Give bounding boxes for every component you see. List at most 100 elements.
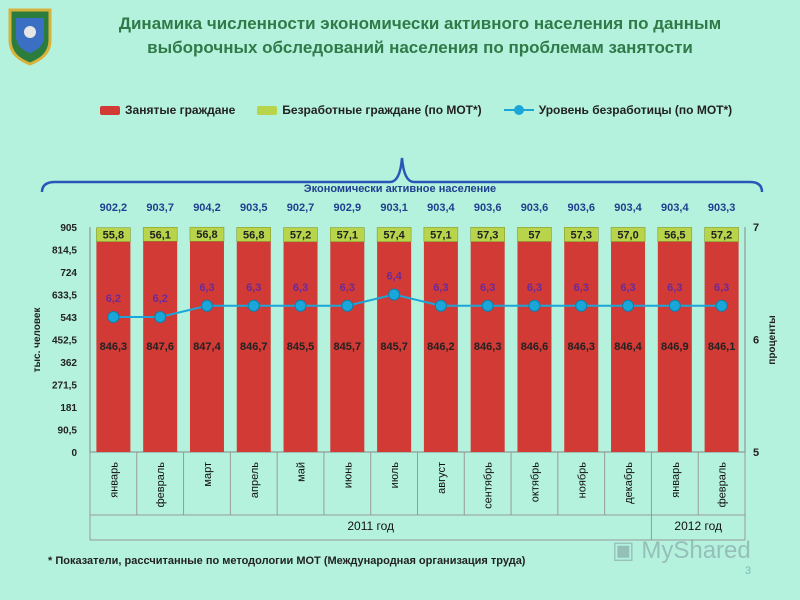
total-label: 904,2 <box>193 202 221 214</box>
bar-unemployed <box>189 226 225 242</box>
category-label: январь <box>670 462 682 498</box>
bar-employed <box>657 241 692 452</box>
brace-label: Экономически активное население <box>304 183 496 195</box>
legend: Занятые граждане Безработные граждане (п… <box>100 103 732 117</box>
employed-label: 846,4 <box>614 341 642 353</box>
rate-point <box>622 299 635 312</box>
employed-label: 845,5 <box>287 341 315 353</box>
category-label: январь <box>108 462 120 498</box>
rate-point <box>341 299 354 312</box>
rate-label: 6,3 <box>340 282 355 294</box>
y2-tick-label: 7 <box>753 222 759 234</box>
y-tick-label: 905 <box>60 223 77 234</box>
rate-point <box>200 299 213 312</box>
employed-label: 846,3 <box>100 341 128 353</box>
unemployed-label: 57 <box>528 229 540 241</box>
rate-label: 6,3 <box>527 282 542 294</box>
unemployed-label: 57,1 <box>430 229 451 241</box>
category-label: июль <box>389 462 401 489</box>
bar-employed <box>96 241 131 452</box>
category-label: август <box>436 462 448 494</box>
total-label: 903,4 <box>614 202 642 214</box>
bar-unemployed <box>704 227 739 242</box>
rate-point <box>154 311 167 323</box>
employed-label: 846,2 <box>427 341 455 353</box>
rate-label: 6,3 <box>246 282 261 294</box>
total-label: 903,6 <box>567 202 595 214</box>
category-label: февраль <box>717 462 729 508</box>
rate-label: 6,3 <box>433 282 448 294</box>
y-tick-label: 0 <box>71 448 77 459</box>
y-tick-label: 452,5 <box>52 336 77 347</box>
bar-unemployed <box>423 227 459 242</box>
bar-unemployed <box>610 227 646 242</box>
bar-unemployed <box>142 227 178 242</box>
rate-point <box>481 299 494 312</box>
employed-label: 846,6 <box>521 341 549 353</box>
employed-label: 845,7 <box>380 341 408 353</box>
bar-unemployed <box>330 227 365 242</box>
rate-label: 6,3 <box>480 282 495 294</box>
unemployed-label: 56,8 <box>243 229 264 241</box>
legend-label: Безработные граждане (по МОТ*) <box>282 103 482 117</box>
unemployed-label: 57,1 <box>337 230 358 242</box>
category-label: февраль <box>155 462 167 508</box>
total-label: 903,1 <box>380 202 408 214</box>
rate-label: 6,3 <box>293 282 308 294</box>
brace <box>40 157 764 193</box>
rate-point <box>715 299 728 312</box>
category-label: март <box>202 462 214 487</box>
unemployed-label: 57,4 <box>383 229 405 241</box>
legend-label: Уровень безработицы (по МОТ*) <box>538 103 733 117</box>
category-label: сентябрь <box>483 462 495 509</box>
category-label: июнь <box>342 462 354 488</box>
bar-unemployed <box>236 227 271 242</box>
rate-point <box>575 299 588 312</box>
year-group-label: 2012 год <box>674 519 722 533</box>
bar-employed <box>330 241 365 452</box>
page-title: Динамика численности экономически активн… <box>118 14 722 57</box>
rate-label: 6,2 <box>106 293 121 305</box>
rate-point <box>294 299 307 312</box>
total-label: 903,4 <box>661 202 689 214</box>
unemployed-label: 56,5 <box>664 229 685 241</box>
legend-swatch-employed <box>100 105 120 115</box>
bar-employed <box>283 241 318 452</box>
watermark-text: MyShared <box>641 537 751 564</box>
employed-label: 846,3 <box>474 341 502 353</box>
total-label: 903,6 <box>521 202 549 214</box>
bar-employed <box>236 241 271 452</box>
bar-employed <box>189 241 224 452</box>
y-tick-label: 814,5 <box>52 246 77 257</box>
bar-unemployed <box>517 227 552 242</box>
unemployed-label: 56,8 <box>196 229 217 241</box>
bar-unemployed <box>376 227 412 242</box>
employed-label: 847,6 <box>146 341 174 353</box>
category-label: декабрь <box>623 462 635 504</box>
bar-unemployed <box>283 227 318 243</box>
y-tick-label: 633,5 <box>52 291 77 302</box>
rate-label: 6,3 <box>574 282 589 294</box>
total-label: 903,6 <box>474 202 502 214</box>
y-tick-label: 724 <box>60 268 77 279</box>
bar-unemployed <box>564 227 599 242</box>
rate-label: 6,3 <box>714 282 729 294</box>
unemployed-label: 57,2 <box>290 230 311 242</box>
total-label: 902,7 <box>287 202 315 214</box>
total-label: 903,4 <box>427 202 455 214</box>
bar-employed <box>423 241 458 452</box>
y2-axis-label: проценты <box>767 315 778 364</box>
rate-label: 6,3 <box>667 282 682 294</box>
legend-item-employed: Занятые граждане <box>100 103 235 117</box>
unemployed-label: 57,2 <box>711 229 732 241</box>
rate-line <box>113 293 722 318</box>
rate-point <box>107 311 120 323</box>
rate-point <box>528 299 541 312</box>
bar-employed <box>143 241 178 452</box>
unemployed-label: 55,8 <box>103 230 124 242</box>
rate-label: 6,3 <box>620 282 635 294</box>
coat-of-arms-logo <box>4 4 56 66</box>
category-label: май <box>296 462 308 482</box>
y2-tick-label: 6 <box>753 335 759 347</box>
